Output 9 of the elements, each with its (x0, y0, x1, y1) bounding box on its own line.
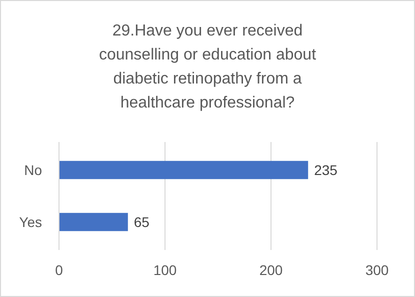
data-label: 235 (314, 162, 338, 178)
y-tick-label: Yes (19, 214, 42, 230)
chart-title: 29.Have you ever received counselling or education about diabetic retinopathy from a healthcare professional? (98, 22, 317, 112)
x-tick-label: 300 (365, 262, 389, 278)
x-tick-label: 0 (55, 262, 64, 278)
data-label: 65 (134, 214, 150, 230)
x-tick-label: 100 (153, 262, 177, 278)
x-tick-label: 200 (259, 262, 283, 278)
y-tick-label: No (24, 162, 42, 178)
